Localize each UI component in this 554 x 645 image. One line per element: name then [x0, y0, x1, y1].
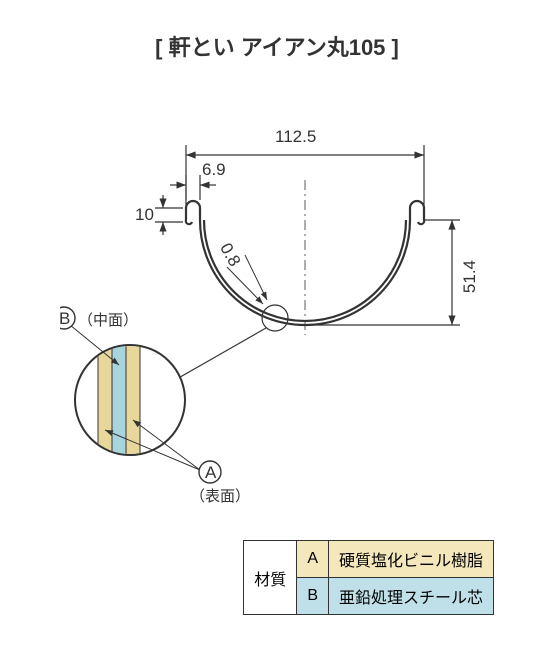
dim-lip-h [155, 195, 183, 235]
mat-key-A: A [297, 541, 329, 578]
page-title: [ 軒とい アイアン丸105 ] [0, 30, 554, 62]
dim-lipw-label: 6.9 [202, 160, 226, 180]
dim-depth [305, 220, 460, 325]
cross-section-diagram: 112.5 6.9 10 51.4 0.8 A （表面） B （中面） [60, 90, 500, 490]
mat-desc-A: 硬質塩化ビニル樹脂 [328, 541, 493, 578]
callout-B-label: （中面） [78, 309, 138, 330]
layer-detail [70, 325, 221, 483]
mat-key-B: B [297, 578, 329, 615]
materials-header: 材質 [244, 541, 297, 615]
callout-A-mark: A [205, 463, 216, 483]
mat-desc-B: 亜鉛処理スチール芯 [328, 578, 493, 615]
dim-depth-label: 51.4 [460, 260, 480, 293]
callout-B-mark: B [59, 309, 70, 329]
dim-width-label: 112.5 [275, 127, 316, 147]
detail-leader [175, 328, 266, 380]
diagram-svg [60, 90, 500, 490]
callout-A-label: （表面） [190, 485, 250, 506]
materials-table: 材質 A 硬質塩化ビニル樹脂 B 亜鉛処理スチール芯 [243, 540, 494, 615]
dim-liph-label: 10 [135, 205, 154, 225]
